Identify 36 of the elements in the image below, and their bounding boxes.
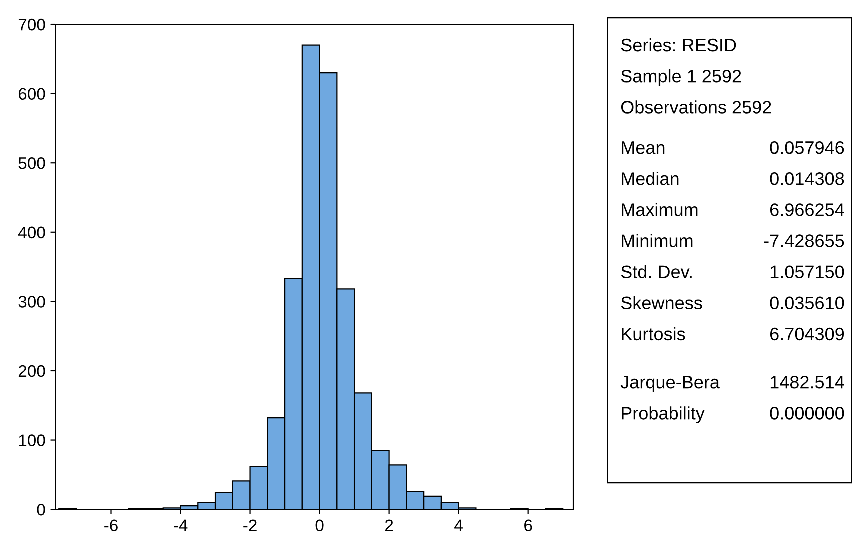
text: 6.966254 (770, 204, 844, 216)
x-tick-label: -4 (174, 520, 188, 532)
y-tick-label: 0 (37, 504, 46, 516)
text: -7.428655 (764, 234, 844, 248)
text: Std. Dev. (621, 265, 692, 278)
x-tick-label: 4 (454, 520, 463, 532)
text: Minimum (622, 234, 693, 248)
text: Mean (622, 142, 665, 154)
x-tick-label: -6 (104, 520, 118, 532)
x-tick-label: 6 (524, 520, 532, 532)
y-tick-label: 700 (18, 18, 46, 31)
text: 1.057150 (770, 266, 844, 278)
text: 0.014308 (770, 172, 844, 186)
text: Kurtosis (622, 327, 686, 341)
x-tick-label: 0 (316, 520, 324, 532)
text: 0.000000 (770, 407, 844, 420)
text: Probability (622, 406, 705, 424)
text: Jarque-Bera (620, 376, 720, 392)
y-tick-label: 600 (18, 88, 46, 100)
text: 1482.514 (770, 376, 844, 389)
text: 6.704309 (770, 328, 844, 341)
text: Sample 1 2592 (621, 70, 742, 86)
text: Series: RESID (621, 38, 736, 52)
y-tick-label: 100 (19, 434, 46, 446)
x-tick-label: 2 (386, 520, 394, 532)
y-tick-label: 400 (18, 226, 46, 239)
y-tick-label: 500 (18, 158, 46, 170)
text: Observations 2592 (621, 100, 772, 114)
text: Maximum (622, 203, 698, 216)
text: 0.035610 (770, 296, 844, 310)
y-tick-label: 200 (18, 365, 46, 378)
x-tick-label: -2 (244, 520, 257, 532)
text: Median (622, 172, 679, 186)
y-tick-label: 300 (18, 296, 46, 308)
text: 0.057946 (770, 141, 844, 154)
text: Skewness (621, 296, 702, 310)
